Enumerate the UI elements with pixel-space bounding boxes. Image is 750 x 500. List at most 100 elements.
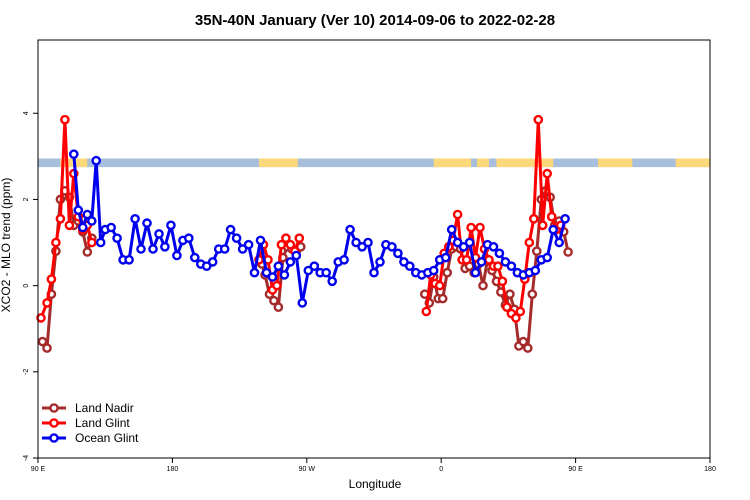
series-1-point-42: [511, 313, 521, 323]
series-layer: [36, 114, 573, 353]
legend-label-1: Land Glint: [75, 416, 130, 430]
series-1-point-45: [524, 237, 535, 248]
series-2-point-74: [500, 257, 511, 267]
series-0-point-44: [518, 336, 529, 347]
series-2-point-38: [285, 257, 296, 267]
series-2-point-24: [201, 261, 212, 272]
series-2-point-79: [530, 265, 541, 276]
series-1-point-50: [546, 211, 557, 222]
y-tick-label-1: -2: [23, 369, 30, 375]
legend-marker-1: [49, 418, 59, 428]
series-2-point-66: [452, 237, 463, 248]
series-1-point-29: [452, 209, 463, 220]
x-tick-label-2: 90 W: [299, 466, 316, 473]
series-2-point-70: [476, 257, 487, 267]
series-2-point-4: [87, 216, 97, 226]
series-1-point-39: [497, 276, 508, 287]
series-0-point-0: [37, 336, 48, 347]
series-2-point-55: [387, 241, 397, 252]
x-tick-label-5: 180: [704, 466, 716, 473]
legend-label-2: Ocean Glint: [75, 431, 139, 445]
series-2-point-27: [219, 244, 230, 254]
x-tick-label-3: 0: [439, 466, 443, 473]
series-1-point-21: [294, 233, 305, 243]
series-2: [69, 149, 570, 308]
ocean-band: [38, 158, 710, 168]
series-2-point-39: [291, 250, 302, 261]
series-1-point-32: [466, 222, 476, 233]
series-2-point-73: [494, 248, 505, 259]
series-2-line-0: [72, 154, 567, 305]
series-0-point-47: [532, 246, 542, 256]
series-2-point-50: [357, 241, 367, 252]
series-2-point-9: [112, 233, 122, 243]
series-2-point-16: [154, 229, 164, 239]
x-tick-label-4: 90 E: [568, 466, 583, 473]
band-highlight-6: [675, 158, 710, 168]
series-2-point-28: [225, 224, 236, 235]
series-2-point-3: [82, 209, 93, 220]
series-2-point-2: [78, 222, 88, 233]
series-1-point-0: [36, 313, 46, 323]
x-axis: 90 E 180 90 W 0 90 E 180: [31, 458, 716, 473]
series-1-point-40: [502, 302, 512, 313]
series-1-point-25: [434, 280, 445, 291]
series-2-point-32: [249, 267, 260, 278]
x-tick-label-0: 90 E: [31, 466, 46, 473]
legend-label-0: Land Nadir: [75, 401, 134, 415]
band-highlight-1: [259, 158, 298, 168]
series-2-point-45: [327, 276, 338, 287]
series-0-point-27: [442, 267, 453, 278]
series-2-point-84: [560, 213, 570, 224]
series-2-point-13: [136, 244, 146, 254]
series-2-point-83: [554, 237, 565, 248]
series-1-point-5: [60, 114, 70, 125]
series-2-point-64: [440, 252, 451, 263]
series-1-point-6: [64, 220, 75, 231]
series-1-point-16: [272, 280, 282, 291]
y-axis-label: XCO2 - MLO trend (ppm): [0, 178, 13, 313]
series-2-point-15: [148, 244, 158, 254]
series-2-point-68: [464, 237, 475, 248]
series-1-point-34: [475, 222, 485, 233]
series-2-point-44: [321, 267, 332, 278]
series-0-point-46: [527, 289, 538, 300]
series-2-point-35: [267, 272, 278, 282]
series-1-point-22: [421, 306, 432, 317]
series-2-point-58: [404, 261, 415, 272]
y-axis: -4 -2 0 2 4: [23, 111, 38, 461]
series-2-point-1: [73, 205, 84, 215]
series-2-point-53: [375, 257, 385, 267]
series-1-point-46: [529, 213, 539, 224]
series-0-point-10: [82, 247, 93, 257]
series-2-point-22: [189, 252, 200, 263]
chart-title: 35N-40N January (Ver 10) 2014-09-06 to 2…: [195, 12, 555, 29]
series-2-point-29: [231, 233, 242, 243]
series-1-point-31: [461, 254, 472, 265]
series-2-point-17: [160, 241, 170, 252]
series-2-point-18: [166, 220, 176, 231]
series-2-point-48: [345, 224, 355, 235]
series-2-point-82: [548, 224, 559, 235]
series-2-point-30: [237, 244, 248, 254]
series-2-point-25: [207, 257, 218, 267]
series-2-point-69: [470, 267, 481, 278]
series-0-point-16: [273, 302, 284, 313]
series-1-point-48: [537, 220, 548, 231]
series-2-point-72: [488, 241, 499, 252]
series-1-point-2: [46, 274, 57, 285]
series-2-point-47: [339, 254, 349, 265]
series-2-point-8: [106, 222, 116, 233]
series-0-point-1: [42, 343, 52, 353]
legend-marker-0: [49, 403, 59, 413]
series-0-point-15: [269, 295, 279, 306]
series-1-point-19: [285, 239, 296, 250]
band-base: [38, 158, 710, 168]
series-1-point-11: [87, 237, 97, 248]
x-tick-label-1: 180: [167, 466, 179, 473]
series-2-point-51: [363, 237, 373, 248]
series-2-point-31: [243, 239, 254, 250]
series-2-point-33: [255, 235, 266, 246]
series-2-point-14: [142, 218, 152, 228]
